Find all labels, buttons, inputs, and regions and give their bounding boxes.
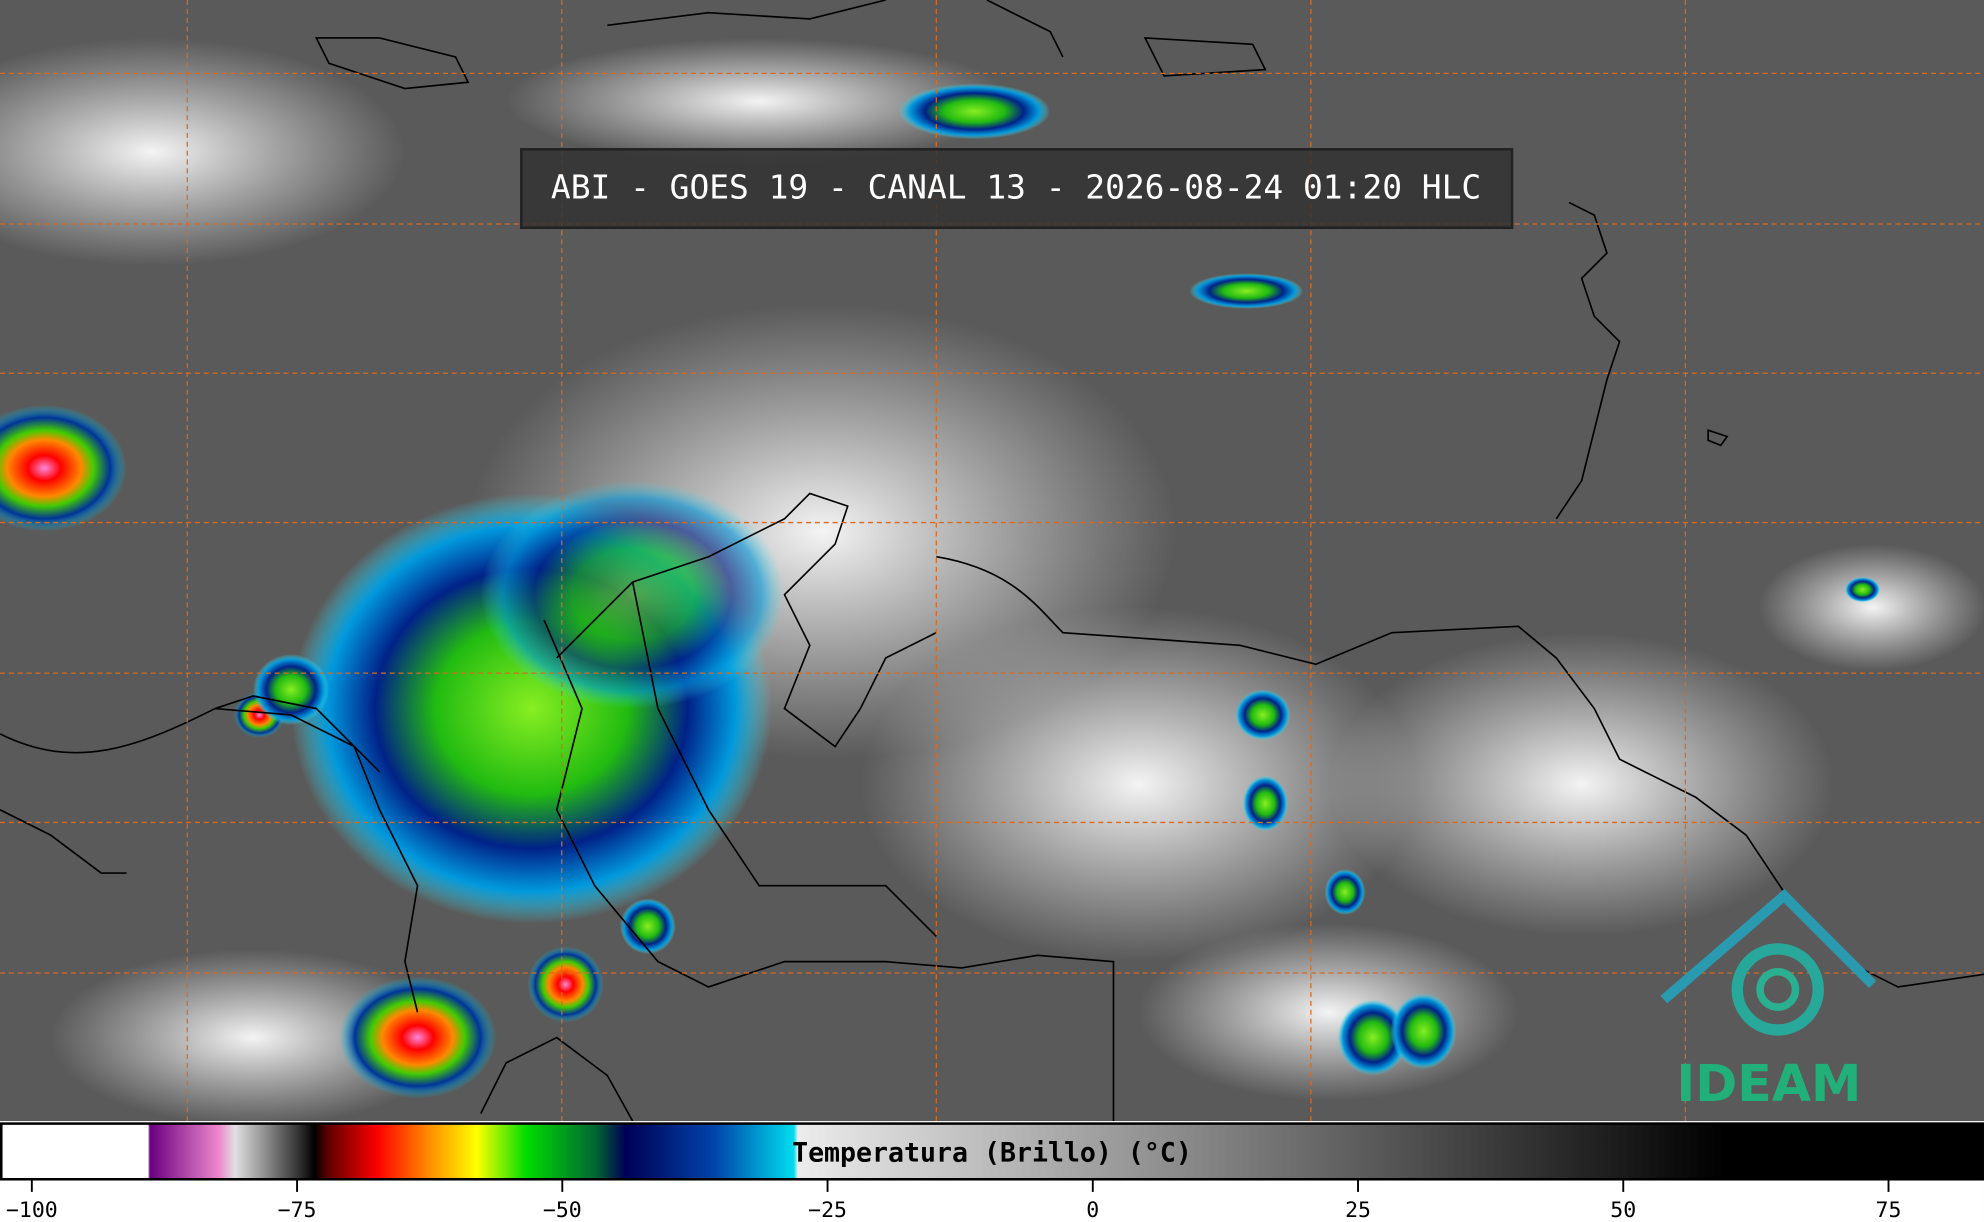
convection	[0, 83, 1881, 1099]
tick-label: 75	[1876, 1198, 1902, 1222]
clouds	[0, 37, 1984, 1127]
tick-label: 25	[1345, 1198, 1371, 1222]
logo-text: IDEAM	[1676, 1054, 1861, 1113]
coastlines	[0, 0, 1984, 1122]
tick-label: −100	[6, 1198, 58, 1222]
tick-label: 0	[1086, 1198, 1099, 1222]
title-box: ABI - GOES 19 - CANAL 13 - 2026-08-24 01…	[520, 148, 1514, 230]
tick-label: 50	[1610, 1198, 1636, 1222]
tick-label: −25	[808, 1198, 847, 1222]
tick-label: −75	[278, 1198, 317, 1222]
logo: IDEAM	[1660, 888, 1877, 1113]
tick-label: −50	[543, 1198, 582, 1222]
colorbar: Temperatura (Brillo) (°C) −100 −75 −50 −25 0…	[0, 1121, 1984, 1222]
title: ABI - GOES 19 - CANAL 13 - 2026-08-24 01…	[551, 168, 1481, 207]
colorbar-label: Temperatura (Brillo) (°C)	[792, 1138, 1192, 1169]
